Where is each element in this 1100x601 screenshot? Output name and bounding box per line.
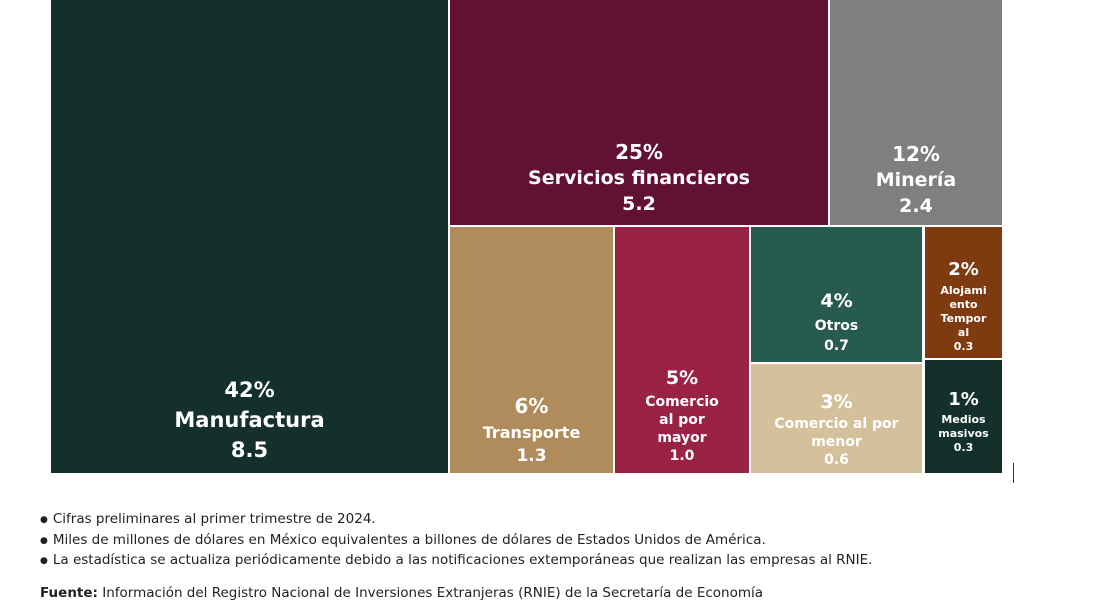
tile-servicios-financieros: 25% Servicios financieros 5.2: [450, 0, 828, 225]
tile-label-line: al: [957, 326, 970, 339]
tile-label-line: Alojami: [940, 284, 987, 297]
tile-value: 0.3: [953, 340, 974, 353]
source-line: Fuente: Información del Registro Naciona…: [40, 585, 763, 601]
tile-label-line: mayor: [657, 430, 707, 446]
tile-label-line: Tempor: [940, 312, 987, 325]
source-label: Fuente:: [40, 585, 98, 601]
tile-percent: 25%: [615, 140, 663, 164]
source-text: Información del Registro Nacional de Inv…: [102, 585, 764, 601]
tile-transporte: 6% Transporte 1.3: [450, 227, 613, 473]
tile-label-line: Medios: [941, 413, 986, 426]
tile-label: Otros: [814, 318, 859, 334]
tile-percent: 42%: [224, 378, 275, 402]
tile-percent: 1%: [948, 389, 979, 410]
tile-label: Minería: [875, 169, 957, 191]
tile-percent: 12%: [892, 142, 940, 166]
tile-label: Transporte: [482, 423, 581, 442]
tile-label-line: Comercio: [645, 394, 719, 410]
tile-value: 5.2: [622, 193, 656, 215]
note-item: Miles de millones de dólares en México e…: [40, 531, 872, 552]
note-item: La estadística se actualiza periódicamen…: [40, 551, 873, 572]
tile-value: 0.6: [824, 452, 849, 468]
tile-percent: 5%: [665, 367, 699, 389]
tile-value: 0.7: [824, 338, 849, 354]
text-cursor: [1013, 463, 1014, 483]
tile-label: Manufactura: [174, 408, 325, 432]
notes-list: Cifras preliminares al primer trimestre …: [40, 510, 873, 572]
tile-value: 0.3: [953, 441, 974, 454]
tile-percent: 4%: [820, 290, 853, 312]
tile-medios-masivos: 1% Medios masivos 0.3: [925, 360, 1002, 473]
tile-value: 2.4: [899, 195, 933, 217]
tile-label-line: menor: [811, 434, 862, 450]
tile-manufactura: 42% Manufactura 8.5: [51, 0, 448, 473]
tile-label-line: Comercio al por: [774, 416, 899, 432]
tile-comercio-al-por-mayor: 5% Comercio al por mayor 1.0: [615, 227, 749, 473]
tile-value: 8.5: [230, 438, 269, 462]
tile-comercio-al-por-menor: 3% Comercio al por menor 0.6: [751, 364, 922, 473]
tile-label-line: al por: [659, 412, 705, 428]
note-item: Cifras preliminares al primer trimestre …: [40, 510, 872, 531]
tile-label: Servicios financieros: [528, 167, 750, 189]
tile-label-line: masivos: [938, 427, 989, 440]
tile-mineria: 12% Minería 2.4: [830, 0, 1002, 225]
tile-label-line: ento: [949, 298, 978, 311]
tile-percent: 3%: [820, 391, 853, 413]
tile-value: 1.3: [516, 446, 547, 466]
tile-value: 1.0: [669, 448, 695, 464]
tile-otros: 4% Otros 0.7: [751, 227, 922, 362]
tile-alojamiento-temporal: 2% Alojami ento Tempor al 0.3: [925, 227, 1002, 358]
tile-percent: 6%: [514, 394, 549, 418]
tile-percent: 2%: [948, 259, 979, 280]
